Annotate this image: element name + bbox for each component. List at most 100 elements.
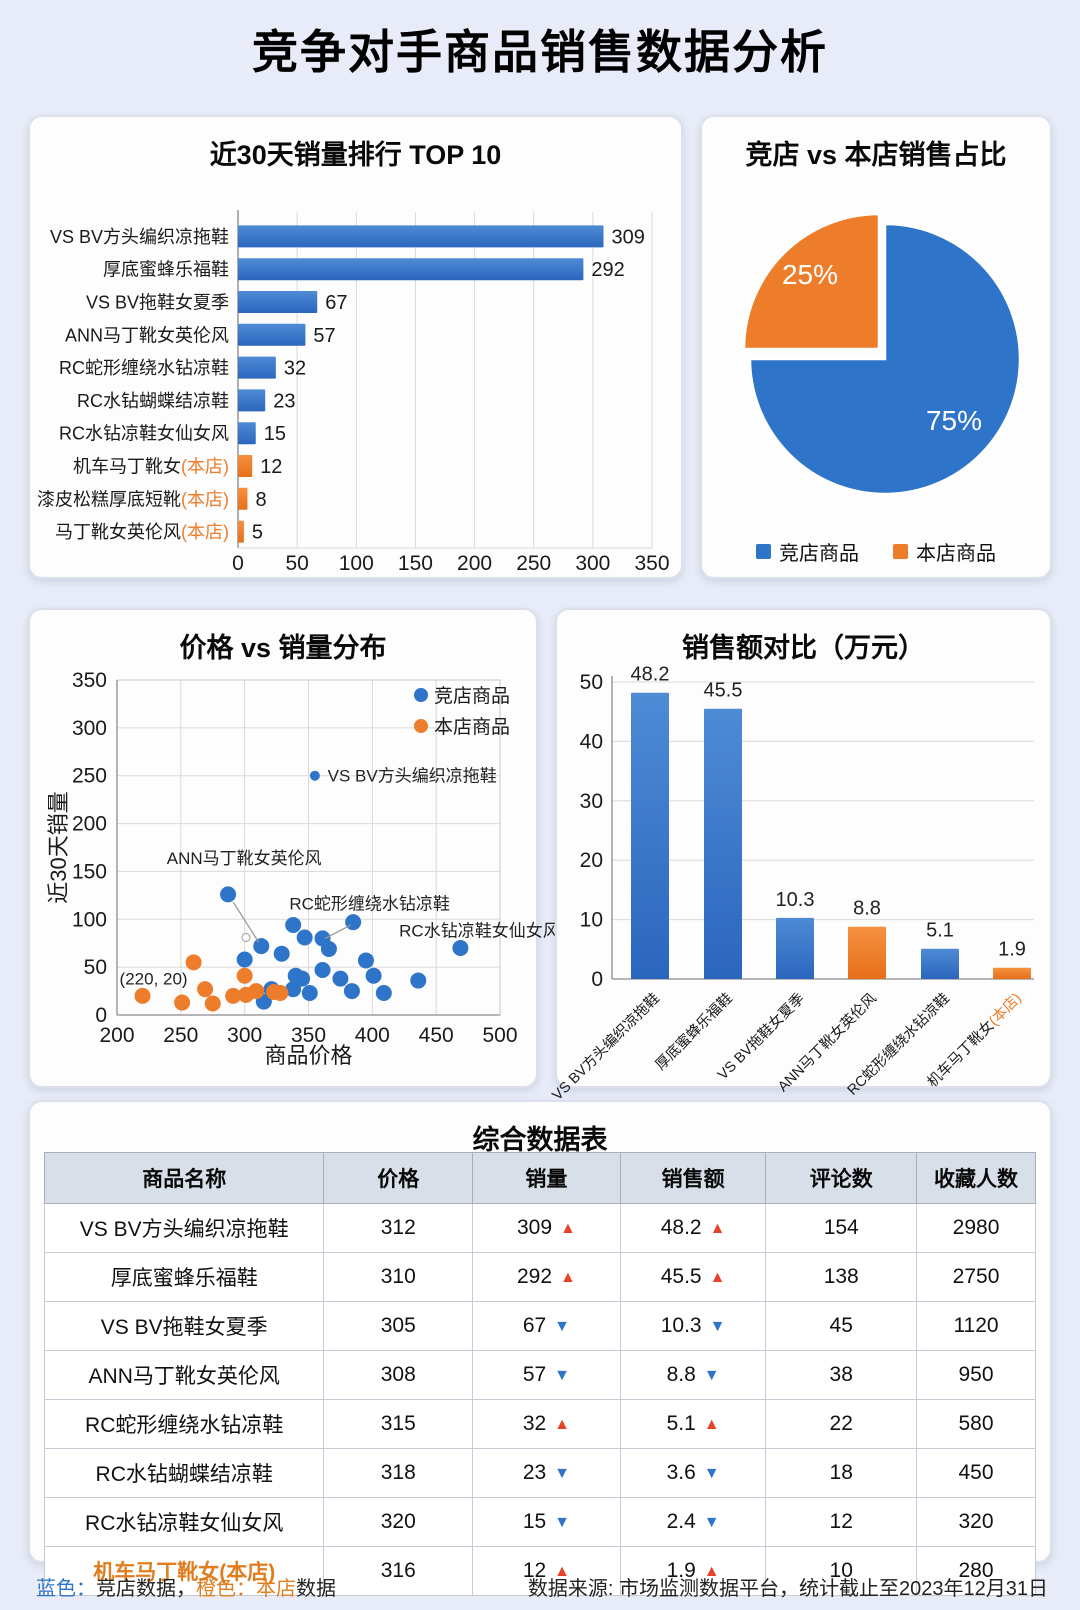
product-name-cell: RC蛇形缠绕水钻凉鞋: [43, 1399, 325, 1449]
bar: [993, 967, 1031, 979]
scatter-point-blue: [301, 984, 318, 1001]
revenue-chart-title: 销售额对比（万元）: [682, 633, 925, 663]
revenue-cell: 1.9 ▲: [619, 1546, 767, 1596]
sales-cell: 57 ▼: [472, 1350, 621, 1400]
top10-chart-canvas: 0 50 100 150 200 250 300 350 VS BV方头编织凉拖鞋 309 厚底蜜蜂…: [30, 172, 681, 577]
scatter-point-blue: [365, 967, 382, 984]
y-tick: 350: [72, 669, 107, 692]
revenue-cell: 8.8 ▼: [619, 1350, 767, 1400]
revenue-cell: 10.3 ▼: [619, 1301, 767, 1351]
bar: [776, 917, 814, 979]
value-label: 309: [612, 226, 645, 248]
up-triangle-icon: ▲: [703, 1563, 720, 1580]
down-triangle-icon: ▼: [703, 1465, 720, 1482]
y-tick: 30: [580, 790, 603, 813]
data-source-note: 数据来源: 市场监测数据平台，统计截止至2023年12月31日: [527, 1578, 1048, 1600]
pie-value-75: 75%: [926, 405, 982, 436]
table-row: 机车马丁靴女(本店) 316 12 ▲ 1.9 ▲ 10 280: [43, 1546, 1036, 1596]
up-triangle-icon: ▲: [560, 1220, 576, 1237]
sales-cell: 15 ▼: [472, 1497, 621, 1547]
reviews-cell: 22: [765, 1399, 918, 1449]
scatter-point-blue: [357, 952, 374, 969]
x-tick: 250: [516, 552, 551, 575]
sales-cell-value: 57: [522, 1363, 547, 1386]
y-tick: 10: [580, 909, 603, 932]
x-tick: 350: [634, 552, 669, 575]
share-pie-chart-svg: 75% 25%: [742, 212, 1022, 496]
blue-color-label: 蓝色：: [36, 1578, 96, 1600]
revenue-cell-value: 45.5: [660, 1265, 702, 1288]
value-label: 15: [264, 423, 286, 445]
category-label: RC水钻蝴蝶结凉鞋: [77, 391, 229, 411]
product-name-cell: ANN马丁靴女英伦风: [43, 1350, 325, 1400]
category-label: 马丁靴女英伦风(本店): [55, 522, 229, 542]
orange-color-meaning: 数据: [296, 1578, 336, 1600]
bar: [238, 422, 256, 445]
sales-cell: 32 ▲: [472, 1399, 621, 1449]
pie-slice-competitor: [748, 222, 1022, 496]
value-label: 8: [255, 489, 266, 511]
summary-table: 商品名称 价格 销量 销售额 评论数 收藏人数 VS BV方头编织凉拖鞋 312 309 ▲ 48…: [43, 1152, 1036, 1596]
sales-cell: 12 ▲: [472, 1546, 621, 1596]
orange-store-word: 本店: [256, 1578, 296, 1600]
pie-chart-title: 竞店 vs 本店销售占比: [745, 140, 1007, 170]
reviews-cell: 12: [765, 1497, 918, 1547]
revenue-cell: 48.2 ▲: [619, 1203, 767, 1253]
y-axis-label: 近30天销量: [46, 791, 71, 903]
category-label: ANN马丁靴女英伦风: [65, 325, 229, 345]
price-sales-scatter-card: 价格 vs 销量分布 200 250 300 350 400 450 500 0 50 100 15…: [28, 608, 560, 1088]
revenue-chart-canvas: 0 10 20 30 40 50 48.2 VS BV方头编织凉拖鞋 45.5 厚底蜜蜂乐福鞋 10…: [549, 664, 1050, 1104]
revenue-bar-card: 销售额对比（万元） 0 10 20 30 40 50 48.2 VS BV方头编织凉拖鞋 45.…: [549, 608, 1052, 1104]
scatter-point-blue: [220, 886, 237, 903]
product-name-cell: RC水钻蝴蝶结凉鞋: [43, 1448, 325, 1498]
revenue-cell-value: 5.1: [666, 1412, 696, 1435]
category-label: 机车马丁靴女(本店): [73, 457, 229, 477]
category-label: VS BV方头编织凉拖鞋: [50, 227, 229, 247]
reviews-cell: 18: [765, 1448, 918, 1498]
value-label: 292: [591, 259, 624, 281]
table-row: RC蛇形缠绕水钻凉鞋 315 32 ▲ 5.1 ▲ 22 580: [43, 1399, 1036, 1449]
legend-competitor-label: 竞店商品: [779, 543, 859, 565]
table-row: RC水钻凉鞋女仙女风 320 15 ▼ 2.4 ▼ 12 320: [43, 1497, 1036, 1547]
y-tick: 250: [72, 765, 107, 788]
column-header: 销售额: [619, 1152, 767, 1204]
sales-cell-value: 23: [522, 1461, 547, 1484]
revenue-cell-value: 48.2: [660, 1216, 702, 1239]
value-label: 23: [273, 390, 295, 412]
up-triangle-icon: ▲: [703, 1416, 720, 1433]
scatter-point-orange: [248, 983, 265, 1000]
down-triangle-icon: ▼: [554, 1367, 571, 1384]
bar: [238, 258, 584, 281]
up-triangle-icon: ▲: [709, 1269, 726, 1286]
x-tick: 200: [457, 552, 492, 575]
table-header-row: 商品名称 价格 销量 销售额 评论数 收藏人数: [43, 1152, 1036, 1204]
scatter-point-blue: [285, 917, 302, 934]
scatter-point-blue: [253, 938, 270, 955]
x-tick: 400: [355, 1024, 390, 1047]
column-header: 收藏人数: [916, 1152, 1036, 1204]
scatter-point-blue: [294, 970, 311, 987]
value-label: 45.5: [704, 680, 743, 702]
scatter-point-blue: [296, 929, 313, 946]
table-row: ANN马丁靴女英伦风 308 57 ▼ 8.8 ▼ 38 950: [43, 1350, 1036, 1400]
price-cell: 318: [323, 1448, 474, 1498]
reviews-cell: 38: [765, 1350, 918, 1400]
bar: [921, 948, 959, 979]
revenue-cell-value: 10.3: [660, 1314, 702, 1337]
up-triangle-icon: ▲: [709, 1220, 726, 1237]
column-header: 评论数: [765, 1152, 918, 1204]
bar: [631, 692, 669, 979]
price-cell: 308: [323, 1350, 474, 1400]
y-tick: 20: [580, 849, 603, 872]
page-title: 竞争对手商品销售数据分析: [252, 26, 828, 78]
bar: [238, 225, 604, 248]
product-name-cell: VS BV拖鞋女夏季: [43, 1301, 325, 1351]
revenue-cell: 45.5 ▲: [619, 1252, 767, 1302]
reviews-cell: 138: [765, 1252, 918, 1302]
value-label: 57: [313, 325, 335, 347]
scatter-point-orange: [225, 987, 242, 1004]
scatter-point-orange: [134, 987, 151, 1004]
sales-cell: 23 ▼: [472, 1448, 621, 1498]
sales-cell-value: 12: [522, 1559, 547, 1582]
bar: [238, 323, 306, 346]
